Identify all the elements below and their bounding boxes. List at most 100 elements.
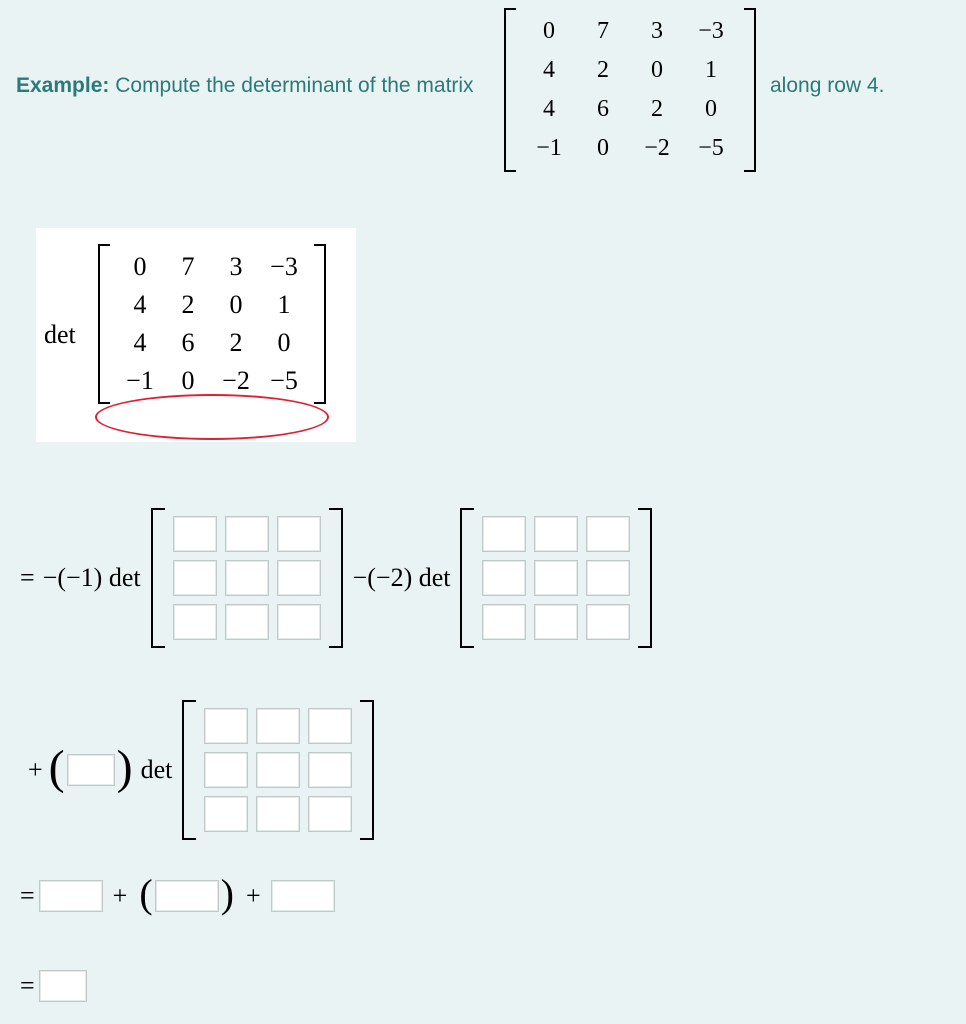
term1-input[interactable]: [39, 880, 103, 912]
bracket-left: [151, 508, 165, 648]
minor1-cell[interactable]: [277, 516, 321, 552]
m4-cell: −5: [684, 129, 738, 168]
minor1-cell[interactable]: [225, 516, 269, 552]
minor1-cell[interactable]: [173, 604, 217, 640]
minor3-cell[interactable]: [204, 752, 248, 788]
plus-sign: +: [24, 755, 47, 785]
m4-cell: −2: [630, 129, 684, 168]
result-line: =: [16, 970, 87, 1002]
cm-cell: 0: [116, 248, 164, 286]
matrix-4x4: 0 7 3 −3 4 2 0 1 4 6 2 0 −1 0 −2 −5: [504, 8, 756, 172]
det-label: det: [135, 755, 177, 785]
expansion-line-2: + ( ) det: [24, 700, 380, 840]
m4-cell: −3: [684, 12, 738, 51]
sum-line: = + ( ) +: [16, 880, 335, 912]
term2-input[interactable]: [155, 880, 219, 912]
bracket-right: [329, 508, 343, 648]
final-answer-input[interactable]: [39, 970, 87, 1002]
cm-cell: 0: [260, 324, 308, 362]
circled-matrix-grid: 0 7 3 −3 4 2 0 1 4 6 2 0 −1 0 −2 −5: [110, 244, 314, 404]
minor3-cell[interactable]: [204, 708, 248, 744]
minor3-cell[interactable]: [256, 708, 300, 744]
minor3-cell[interactable]: [308, 752, 352, 788]
bracket-left: [182, 700, 196, 840]
minor1-cell[interactable]: [277, 560, 321, 596]
m4-cell: 3: [630, 12, 684, 51]
cm-cell: −5: [260, 362, 308, 400]
cm-cell: 2: [164, 286, 212, 324]
plus-sign: +: [103, 881, 138, 911]
minor2-cell[interactable]: [482, 604, 526, 640]
equals-sign: =: [16, 563, 39, 593]
minor2-cell[interactable]: [482, 560, 526, 596]
m4-cell: 0: [576, 129, 630, 168]
cm-cell: 0: [212, 286, 260, 324]
minor-matrix-3: [182, 700, 374, 840]
cm-cell: −2: [212, 362, 260, 400]
minor2-cell[interactable]: [586, 560, 630, 596]
minor-1-grid: [165, 508, 329, 648]
minor3-cell[interactable]: [204, 796, 248, 832]
m4-cell: 0: [522, 12, 576, 51]
term3-input[interactable]: [271, 880, 335, 912]
minor3-cell[interactable]: [308, 796, 352, 832]
minor-2-grid: [474, 508, 638, 648]
expansion-line-1: = −(−1) det −(−2) det: [16, 508, 658, 648]
minor2-cell[interactable]: [586, 516, 630, 552]
m4-cell: 2: [576, 51, 630, 90]
m4-cell: 4: [522, 51, 576, 90]
cm-cell: −3: [260, 248, 308, 286]
minor2-cell[interactable]: [586, 604, 630, 640]
bracket-right: [638, 508, 652, 648]
cm-cell: 0: [164, 362, 212, 400]
cm-cell: 7: [164, 248, 212, 286]
prompt-text-after: along row 4.: [770, 74, 884, 98]
equals-sign: =: [16, 881, 39, 911]
m4-cell: 1: [684, 51, 738, 90]
matrix-4x4-grid: 0 7 3 −3 4 2 0 1 4 6 2 0 −1 0 −2 −5: [516, 8, 744, 172]
cm-cell: 6: [164, 324, 212, 362]
coef-minus-neg1-det: −(−1) det: [39, 563, 145, 593]
minor1-cell[interactable]: [277, 604, 321, 640]
bracket-left: [504, 8, 516, 172]
m4-cell: 0: [630, 51, 684, 90]
coef-input[interactable]: [67, 754, 115, 786]
minor2-cell[interactable]: [534, 604, 578, 640]
cm-cell: 3: [212, 248, 260, 286]
example-label: Example:: [16, 74, 109, 97]
minor-matrix-2: [460, 508, 652, 648]
m4-cell: 2: [630, 90, 684, 129]
m4-cell: 4: [522, 90, 576, 129]
m4-cell: 7: [576, 12, 630, 51]
minor2-cell[interactable]: [482, 516, 526, 552]
bracket-left: [98, 244, 110, 404]
bracket-left: [460, 508, 474, 648]
minor2-cell[interactable]: [534, 516, 578, 552]
minor2-cell[interactable]: [534, 560, 578, 596]
bracket-right: [744, 8, 756, 172]
cm-cell: 4: [116, 286, 164, 324]
minor-matrix-1: [151, 508, 343, 648]
bracket-right: [314, 244, 326, 404]
minor1-cell[interactable]: [225, 604, 269, 640]
cm-cell: 1: [260, 286, 308, 324]
minor1-cell[interactable]: [173, 516, 217, 552]
minor3-cell[interactable]: [256, 796, 300, 832]
equals-sign: =: [16, 971, 39, 1001]
cm-cell: 2: [212, 324, 260, 362]
prompt-text-before: Compute the determinant of the matrix: [115, 74, 473, 97]
bracket-right: [360, 700, 374, 840]
cm-cell: 4: [116, 324, 164, 362]
minor1-cell[interactable]: [173, 560, 217, 596]
det-label: det: [44, 320, 76, 350]
minor3-cell[interactable]: [308, 708, 352, 744]
minor-3-grid: [196, 700, 360, 840]
cm-cell: −1: [116, 362, 164, 400]
m4-cell: 0: [684, 90, 738, 129]
circled-matrix: 0 7 3 −3 4 2 0 1 4 6 2 0 −1 0 −2 −5: [98, 244, 326, 404]
m4-cell: 6: [576, 90, 630, 129]
example-prompt: Example: Compute the determinant of the …: [16, 74, 474, 98]
minor1-cell[interactable]: [225, 560, 269, 596]
minor3-cell[interactable]: [256, 752, 300, 788]
m4-cell: −1: [522, 129, 576, 168]
